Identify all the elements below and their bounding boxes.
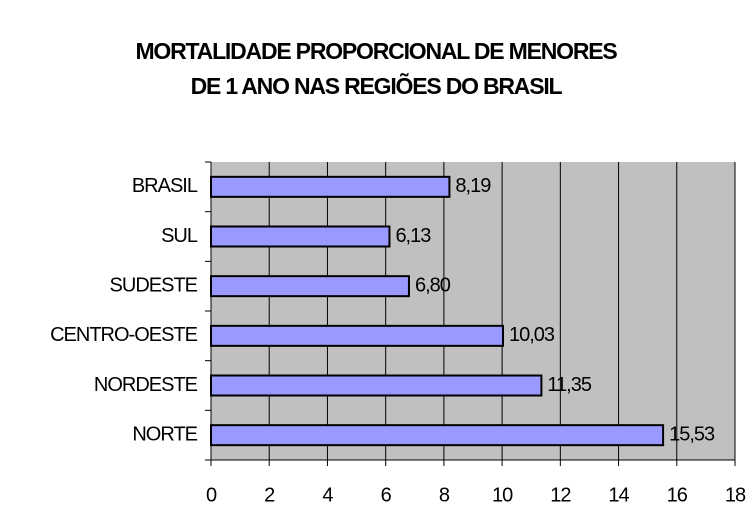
plot-area [211,162,735,460]
y-tick-label: NORTE [132,423,197,445]
x-tick-label: 18 [725,484,746,506]
chart-title: MORTALIDADE PROPORCIONAL DE MENORES [135,38,617,64]
value-label: 15,53 [669,423,715,445]
y-tick-label: NORDESTE [94,374,198,396]
x-tick-label: 2 [264,484,275,506]
y-tick-label: CENTRO-OESTE [50,324,198,346]
value-label: 8,19 [455,175,491,197]
bar [210,374,543,397]
bar [210,275,410,298]
x-tick-label: 4 [322,484,333,506]
y-tick-label: SUL [161,225,198,247]
value-label: 11,35 [547,374,591,396]
x-tick-label: 6 [381,484,392,506]
value-label: 6,13 [395,225,431,247]
value-label: 10,03 [509,324,555,346]
bar [210,424,665,447]
x-tick-label: 16 [667,484,688,506]
chart-title: DE 1 ANO NAS REGIÕES DO BRASIL [191,72,563,99]
x-tick-label: 12 [550,484,571,506]
value-label: 6,80 [415,274,451,296]
y-tick-label: SUDESTE [110,274,198,296]
x-tick-label: 14 [608,484,629,506]
bar [210,175,451,198]
bar [210,324,504,347]
x-tick-label: 10 [492,484,513,506]
x-tick-label: 0 [206,484,217,506]
x-tick-label: 8 [439,484,450,506]
y-tick-label: BRASIL [132,175,198,197]
bar [210,225,391,248]
